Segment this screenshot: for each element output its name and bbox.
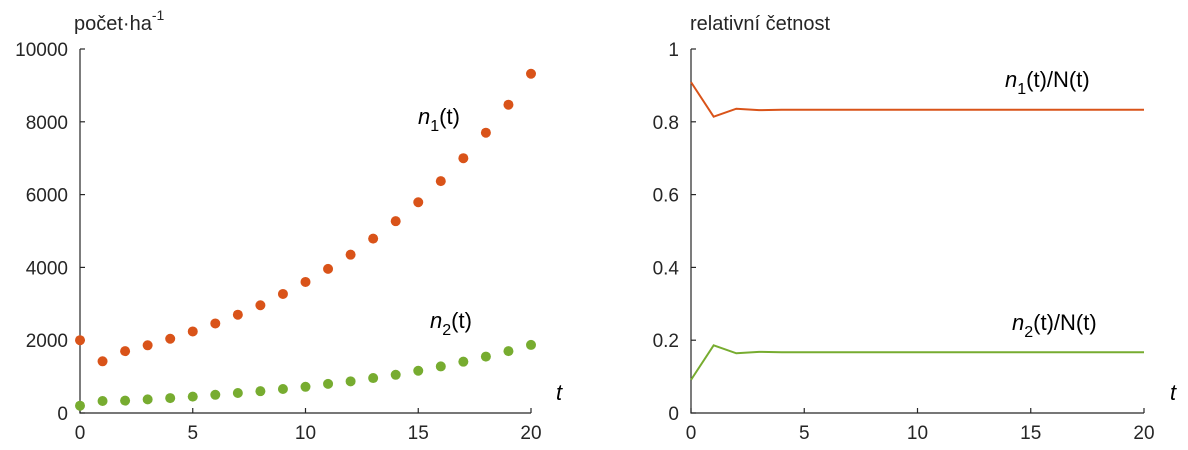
series-1-point — [435, 176, 446, 187]
right-ticks: 0 5 10 15 20 0 0.2 0.4 0.6 0.8 1 — [653, 40, 1155, 444]
series-2-point — [503, 346, 514, 357]
x-tick-label: 5 — [799, 423, 810, 444]
series-2-point — [458, 356, 469, 367]
series-1-point — [368, 233, 379, 244]
y-tick-label: 8000 — [26, 113, 68, 134]
label-n1-italic: n — [418, 104, 430, 129]
y-tick-label: 0.4 — [653, 258, 680, 279]
series-2-point — [526, 339, 536, 350]
right-axes — [690, 49, 1144, 414]
left-panel: počet·ha-1 t 0 5 10 15 20 0 2000 4000 6000 8000 10… — [15, 7, 563, 444]
x-tick-label: 20 — [1133, 423, 1154, 444]
series-1-point — [232, 309, 243, 320]
y-tick-label: 0.2 — [653, 331, 679, 352]
series-1-point — [255, 300, 266, 311]
series-2-point — [255, 386, 266, 397]
series-1-point — [526, 68, 536, 79]
series-2-point — [120, 395, 131, 406]
series-2-line — [690, 344, 1144, 381]
series-1-point — [390, 216, 401, 227]
series-2-point — [277, 383, 288, 394]
label-ratio-1-rest: (t)/N(t) — [1026, 67, 1090, 92]
series-2-point — [413, 365, 424, 376]
x-tick-label: 5 — [187, 423, 198, 444]
series-2-point — [368, 373, 379, 384]
series-1-point — [187, 326, 198, 337]
x-tick-label: 15 — [408, 423, 429, 444]
x-tick-label: 20 — [520, 423, 541, 444]
right-x-axis-title: t — [1170, 380, 1177, 405]
series-1-point — [210, 318, 221, 329]
left-marks — [75, 68, 536, 411]
series-1-point — [480, 127, 491, 138]
label-ratio-1-italic: n — [1005, 67, 1017, 92]
x-tick-label: 10 — [295, 423, 316, 444]
series-2-point — [480, 351, 491, 362]
series-1-point — [413, 197, 424, 208]
series-1-point — [277, 288, 288, 299]
x-tick-label: 10 — [907, 423, 928, 444]
series-1-point — [120, 346, 131, 357]
label-ratio-2-rest: (t)/N(t) — [1033, 310, 1097, 335]
left-y-axis-title: počet·ha-1 — [74, 7, 165, 35]
series-2-point — [165, 393, 176, 404]
y-tick-label: 6000 — [26, 186, 68, 207]
x-tick-label: 0 — [686, 423, 697, 444]
series-1-point — [165, 333, 176, 344]
series-1-line — [690, 81, 1144, 118]
label-n2: n2(t) — [430, 308, 472, 339]
label-n2-rest: (t) — [451, 308, 472, 333]
label-ratio-2: n2(t)/N(t) — [1012, 310, 1097, 341]
label-n2-sub: 2 — [442, 322, 451, 339]
y-tick-label: 10000 — [15, 40, 68, 61]
y-tick-label: 1 — [668, 40, 679, 61]
series-1-point — [503, 99, 514, 110]
series-2-point — [323, 378, 334, 389]
label-ratio-2-italic: n — [1012, 310, 1024, 335]
label-ratio-2-sub: 2 — [1024, 324, 1033, 341]
y-tick-label: 0.6 — [653, 186, 679, 207]
x-tick-label: 0 — [75, 423, 86, 444]
y-tick-label: 2000 — [26, 331, 68, 352]
label-ratio-1-sub: 1 — [1017, 81, 1026, 98]
series-2-point — [142, 394, 153, 405]
label-n2-italic: n — [430, 308, 442, 333]
series-2-point — [435, 361, 446, 372]
y-tick-label: 0 — [57, 404, 68, 425]
y-tick-label: 0 — [668, 404, 679, 425]
series-1-point — [300, 276, 311, 287]
left-x-axis-title: t — [556, 380, 563, 405]
series-2-point — [210, 389, 221, 400]
right-marks — [690, 81, 1144, 381]
right-panel: relativní četnost t 0 5 10 15 20 0 0.2 0.4 0.6 0.… — [653, 13, 1177, 444]
series-2-point — [75, 400, 85, 411]
series-2-point — [345, 376, 356, 387]
left-ticks: 0 5 10 15 20 0 2000 4000 6000 8000 10000 — [15, 40, 541, 444]
label-n1-rest: (t) — [439, 104, 460, 129]
series-2-point — [187, 391, 198, 402]
y-tick-label: 0.8 — [653, 113, 679, 134]
series-2-point — [300, 381, 311, 392]
series-2-point — [232, 387, 243, 398]
right-y-axis-title: relativní četnost — [690, 13, 831, 35]
series-1-point — [142, 340, 153, 351]
label-n1-sub: 1 — [430, 118, 439, 135]
label-n1: n1(t) — [418, 104, 460, 135]
series-2-point — [390, 369, 401, 380]
x-tick-label: 15 — [1020, 423, 1041, 444]
series-1-point — [75, 335, 85, 346]
series-1-point — [345, 249, 356, 260]
series-1-point — [458, 153, 469, 164]
series-2-point — [97, 395, 108, 406]
y-tick-label: 4000 — [26, 258, 68, 279]
label-ratio-1: n1(t)/N(t) — [1005, 67, 1090, 98]
series-1-point — [97, 356, 108, 367]
series-1-point — [323, 263, 334, 274]
